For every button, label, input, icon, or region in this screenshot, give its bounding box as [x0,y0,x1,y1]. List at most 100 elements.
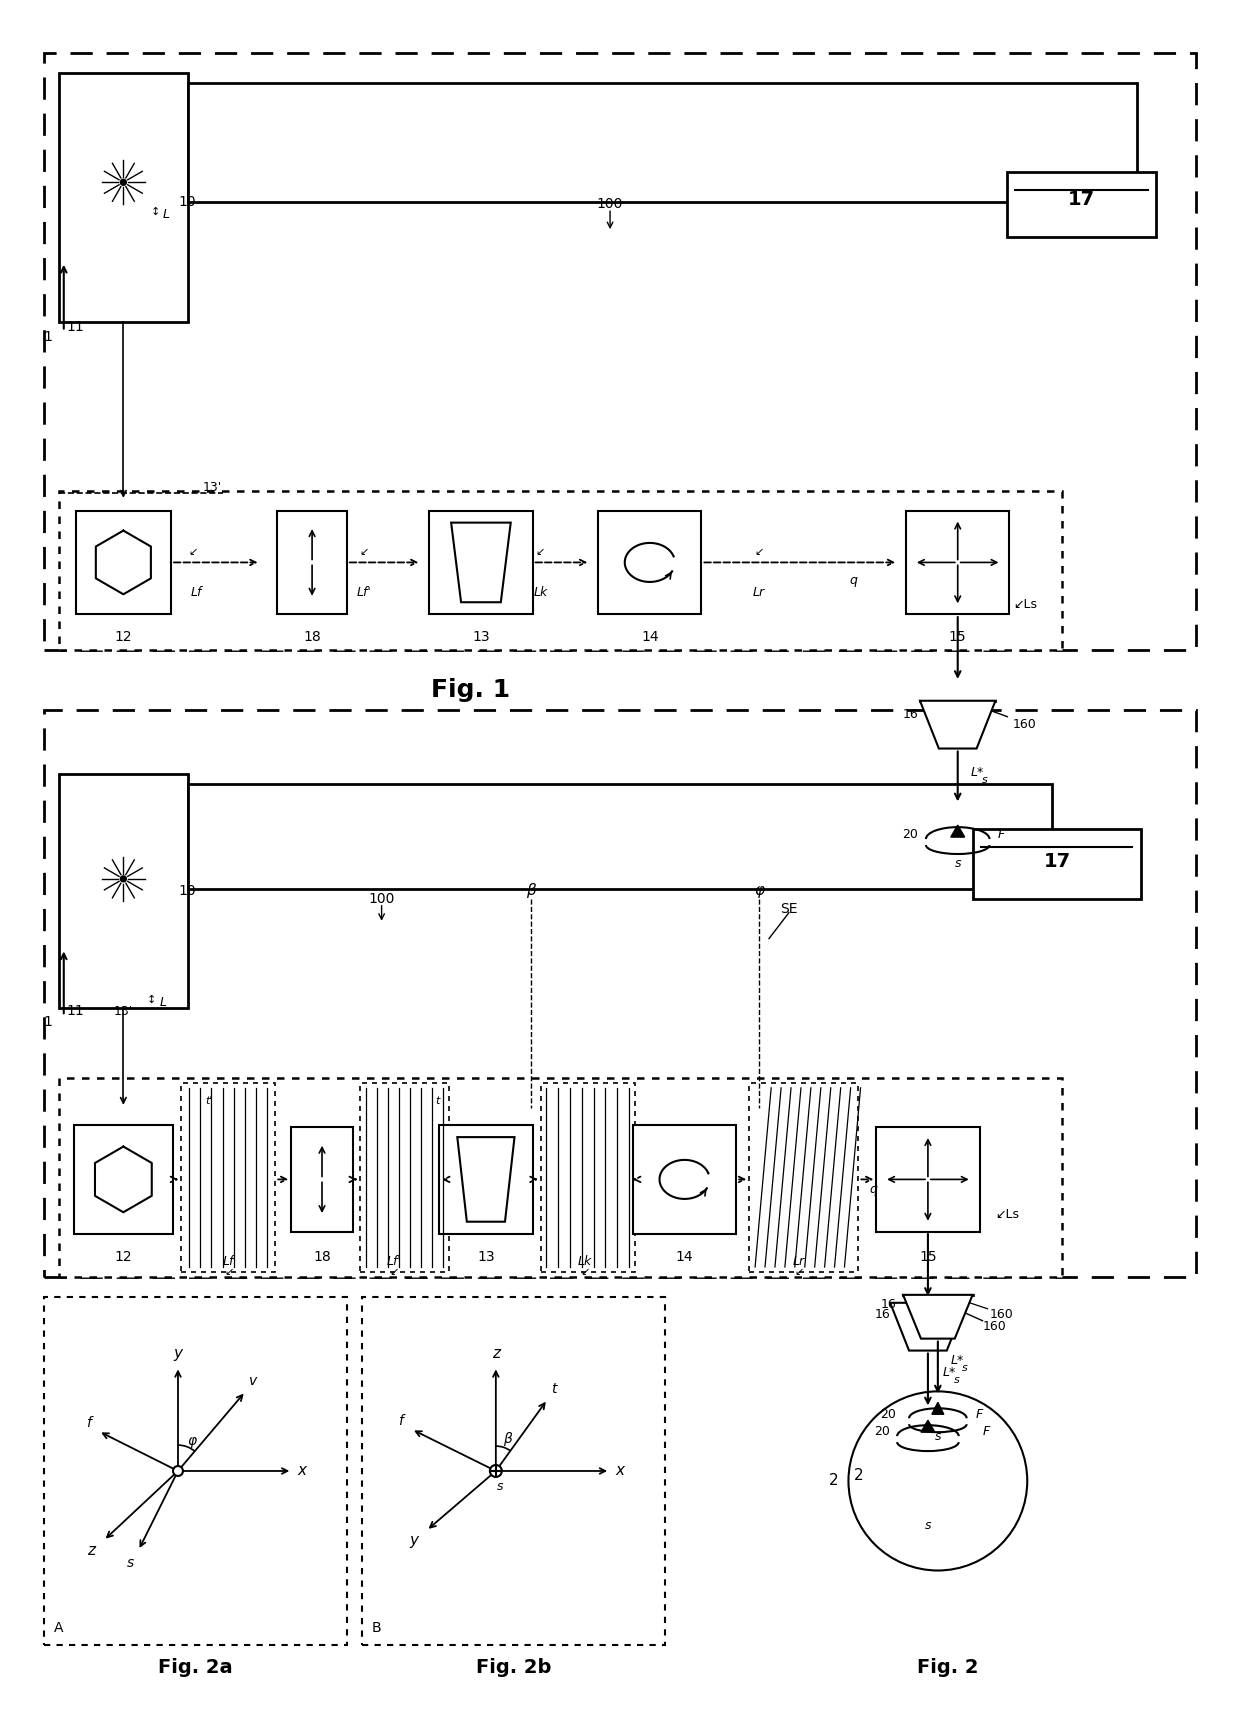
Polygon shape [458,1136,515,1222]
Text: f: f [398,1415,403,1429]
Text: q: q [849,574,857,586]
Polygon shape [920,701,996,749]
Bar [278,511,347,614]
Text: 12: 12 [114,631,133,644]
Text: 15: 15 [919,1249,936,1265]
Text: y: y [409,1533,418,1548]
Text: v: v [249,1374,258,1388]
Text: ↙Ls: ↙Ls [996,1208,1019,1220]
Text: t: t [435,1095,439,1106]
Text: Fig. 2a: Fig. 2a [157,1658,233,1677]
Polygon shape [890,1302,966,1350]
Text: 16: 16 [903,708,918,721]
Polygon shape [932,1403,944,1415]
Polygon shape [451,523,511,602]
Text: ↙: ↙ [224,1266,233,1277]
Text: 10: 10 [179,884,196,897]
Text: s: s [496,1480,503,1494]
Text: 16: 16 [880,1299,897,1311]
Bar [598,511,702,614]
Text: 18: 18 [314,1249,331,1265]
Bar [906,511,1009,614]
Bar [541,1084,635,1271]
Text: 100: 100 [368,892,394,906]
Bar [188,82,1137,202]
Text: 14: 14 [676,1249,693,1265]
Bar [632,1125,737,1234]
Text: 13': 13' [113,1005,133,1019]
Text: Lk: Lk [578,1254,593,1268]
Bar [58,73,188,321]
Text: x: x [298,1463,306,1478]
Circle shape [174,1466,184,1477]
Text: ↕: ↕ [150,207,160,217]
Text: Fig. 2: Fig. 2 [918,1658,978,1677]
Text: L*: L* [944,1365,956,1379]
Text: s: s [955,858,961,870]
Text: A: A [53,1622,63,1636]
Text: 17: 17 [1044,853,1070,872]
Text: ↙: ↙ [389,1266,399,1277]
Text: 10: 10 [179,195,196,208]
Text: Lr: Lr [792,1254,805,1268]
Text: ↙: ↙ [360,547,368,557]
Text: 11: 11 [67,320,84,333]
Circle shape [120,877,126,882]
Text: L: L [160,996,166,1008]
Bar [188,784,1052,889]
Text: t': t' [206,1095,213,1106]
Text: F: F [982,1425,990,1437]
Circle shape [863,1412,992,1540]
Text: s: s [935,1430,941,1442]
Polygon shape [921,1420,935,1432]
Text: 11: 11 [67,1005,84,1019]
Polygon shape [951,825,965,837]
Text: 1: 1 [43,1015,52,1029]
Text: s: s [962,1364,967,1374]
Text: t: t [551,1383,557,1396]
Circle shape [120,179,126,185]
Bar [58,774,188,1008]
Text: L*: L* [951,1354,965,1367]
Bar [181,1084,275,1271]
Text: s: s [126,1555,134,1569]
Text: B: B [372,1622,382,1636]
Text: F: F [997,827,1004,841]
Text: x: x [615,1463,625,1478]
Text: 18: 18 [304,631,321,644]
Text: Fig. 2b: Fig. 2b [475,1658,551,1677]
Bar [439,1125,533,1234]
Text: 13: 13 [472,631,490,644]
Text: Lf': Lf' [387,1254,402,1268]
Bar [43,53,1197,649]
Bar [58,1078,1061,1277]
Text: z: z [87,1543,94,1559]
Text: ↕: ↕ [146,995,156,1005]
Text: z: z [492,1347,500,1360]
Text: ↙: ↙ [794,1266,804,1277]
Text: β: β [526,884,536,899]
Text: 14: 14 [641,631,658,644]
Text: 20: 20 [874,1425,890,1437]
Bar [877,1128,980,1232]
Text: β: β [503,1432,512,1446]
Bar [58,490,1061,649]
Text: 13': 13' [203,482,222,494]
Text: 15: 15 [949,631,966,644]
Text: Lf': Lf' [356,586,371,598]
Text: 2: 2 [853,1468,863,1483]
Text: ↙: ↙ [188,547,197,557]
Text: q: q [869,1183,877,1196]
Text: 17: 17 [1069,190,1095,208]
Bar [362,1297,665,1646]
Text: 20: 20 [903,827,918,841]
Text: Lk: Lk [533,586,548,598]
Text: 100: 100 [596,197,624,212]
Text: s: s [954,1376,960,1386]
Bar [291,1128,353,1232]
Text: SE: SE [780,902,797,916]
Text: Lf: Lf [190,586,202,598]
Bar [429,511,533,614]
Bar [360,1084,449,1271]
Text: 160: 160 [982,1319,1007,1333]
